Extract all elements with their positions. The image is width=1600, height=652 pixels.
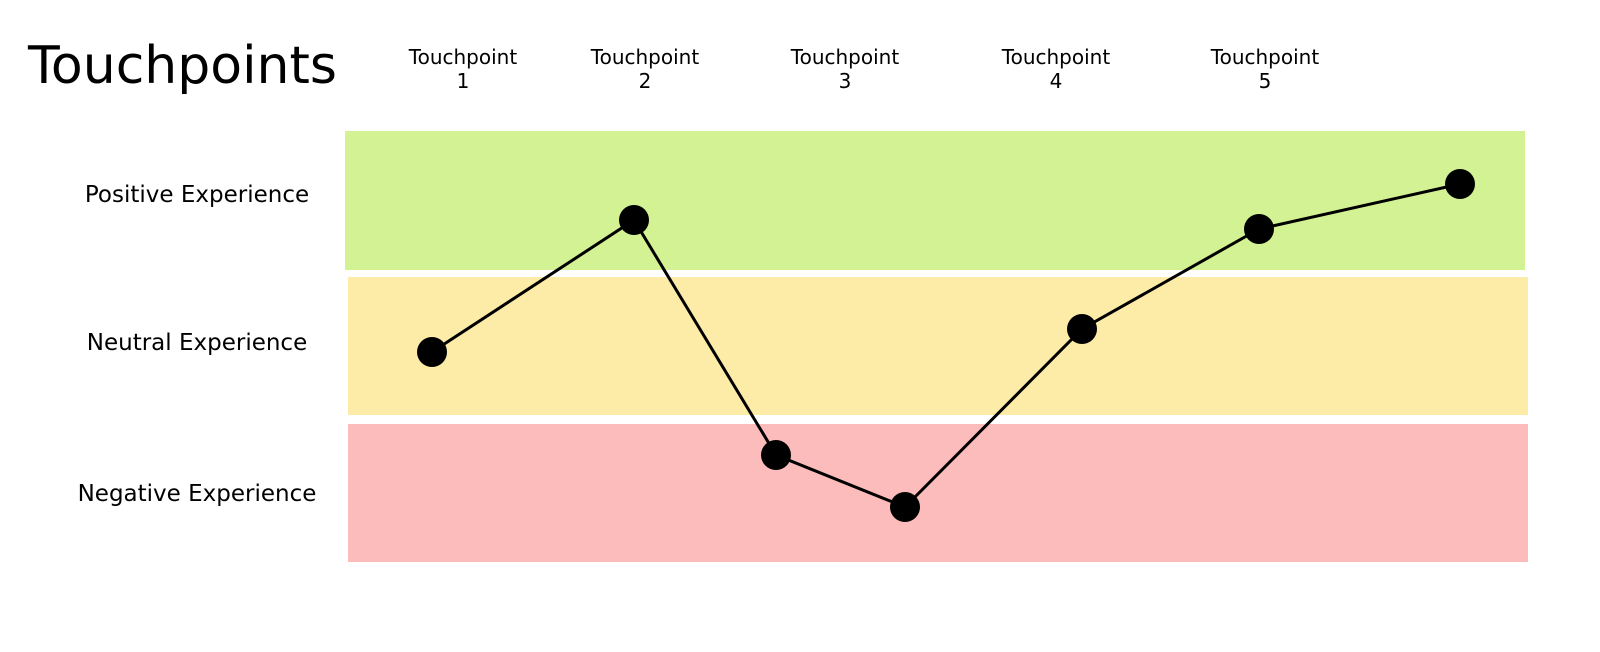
journey-point [761, 440, 791, 470]
touchpoint-label: Touchpoint 5 [1210, 45, 1320, 93]
band-label: Negative Experience [77, 481, 317, 507]
positive-band [345, 131, 1525, 270]
journey-point [1445, 169, 1475, 199]
touchpoint-label: Touchpoint 1 [408, 45, 518, 93]
journey-point [1244, 214, 1274, 244]
journey-point [890, 492, 920, 522]
journey-point [619, 205, 649, 235]
touchpoint-label: Touchpoint 4 [1001, 45, 1111, 93]
journey-points [417, 169, 1475, 522]
journey-point [417, 337, 447, 367]
journey-point [1067, 314, 1097, 344]
touchpoint-label: Touchpoint 2 [590, 45, 700, 93]
title: Touchpoints [28, 36, 337, 96]
negative-band [348, 424, 1528, 562]
band-label: Positive Experience [84, 182, 310, 208]
band-label: Neutral Experience [86, 330, 308, 356]
touchpoint-label: Touchpoint 3 [790, 45, 900, 93]
neutral-band [348, 277, 1528, 415]
